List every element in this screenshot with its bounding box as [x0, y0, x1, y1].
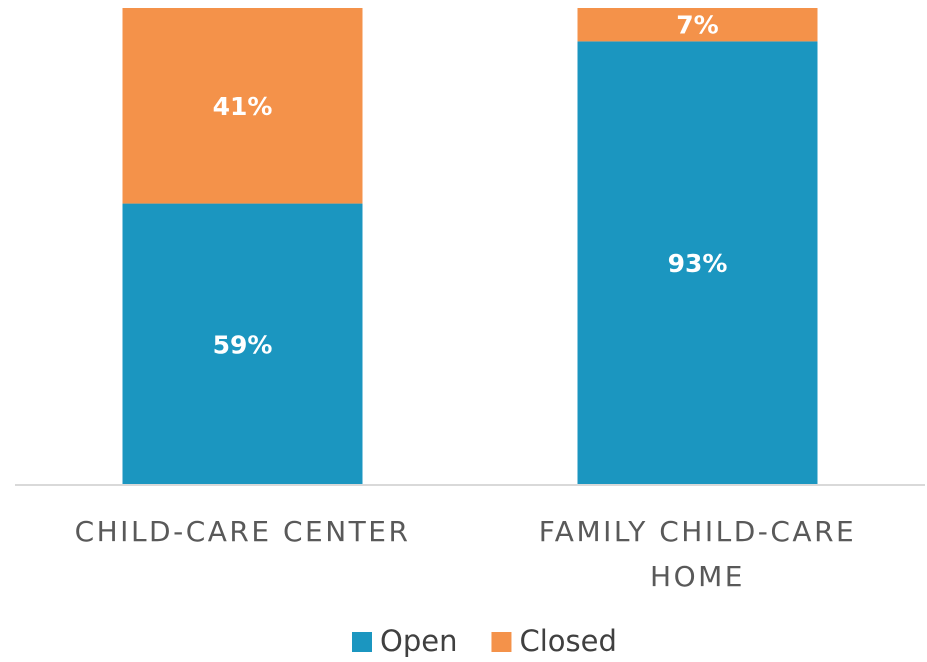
data-label: 93%	[668, 249, 728, 278]
bar-segment	[122, 8, 363, 204]
data-label: 41%	[213, 92, 273, 121]
label-line: FAMILY CHILD-CARE	[539, 515, 856, 548]
label-line: CHILD-CARE CENTER	[75, 515, 411, 548]
data-label: 7%	[676, 11, 718, 40]
bar-segment	[577, 8, 818, 42]
bar-segment	[577, 41, 818, 485]
bar-segment	[122, 203, 363, 485]
label-line: HOME	[650, 560, 745, 593]
data-label: 59%	[213, 330, 273, 359]
legend-swatch	[352, 632, 372, 652]
x-tick-label: CHILD-CARE CENTER	[75, 515, 411, 548]
legend-label: Closed	[519, 624, 616, 658]
legend: Open Closed	[352, 624, 617, 658]
x-tick-label: FAMILY CHILD-CARE HOME	[539, 515, 856, 593]
legend-label: Open	[380, 624, 457, 658]
legend-swatch	[491, 632, 512, 652]
